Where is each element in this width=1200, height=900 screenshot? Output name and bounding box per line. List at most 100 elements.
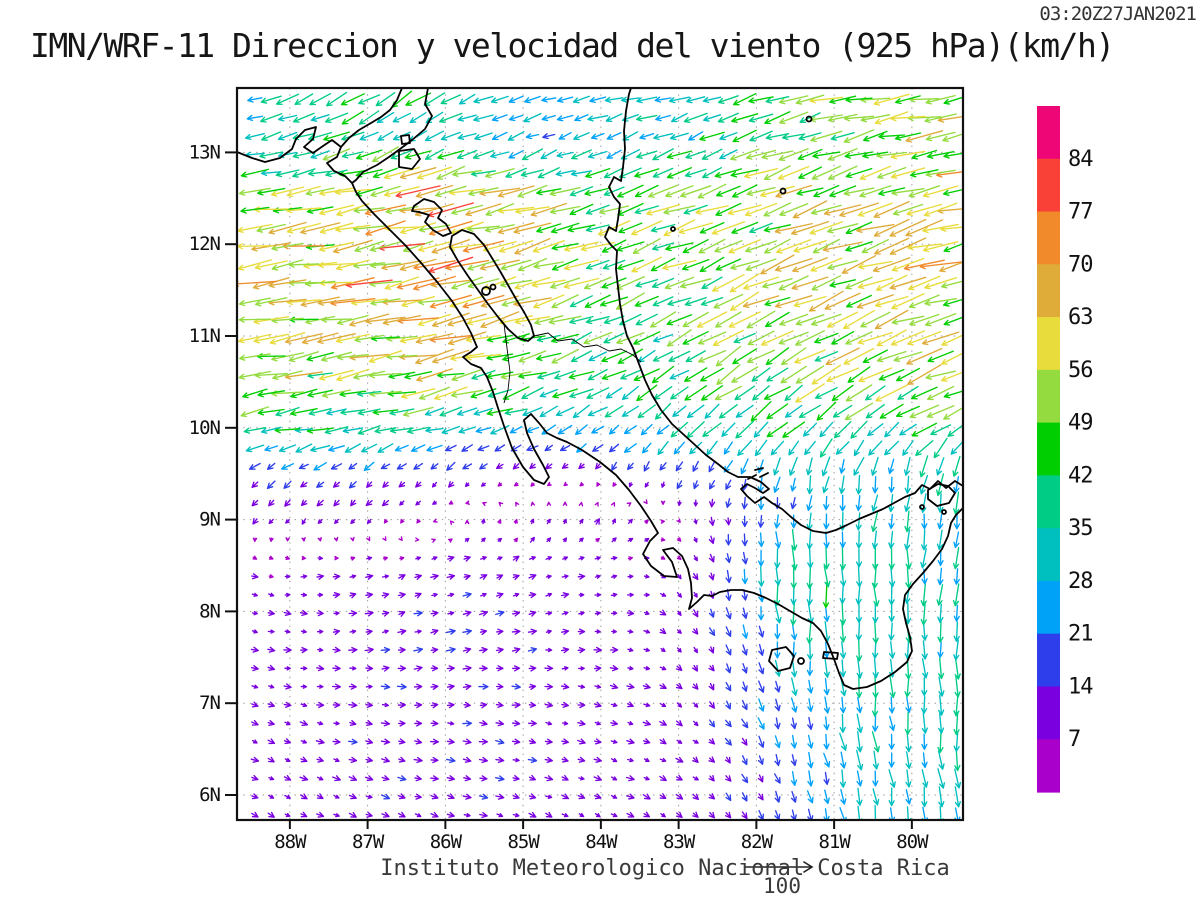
wind-arrow [301, 332, 339, 345]
wind-arrow [735, 420, 755, 439]
wind-arrow [822, 581, 830, 609]
wind-arrow [260, 426, 282, 434]
wind-arrow [268, 684, 275, 689]
wind-arrow [856, 787, 863, 806]
wind-arrow [588, 351, 608, 362]
wind-arrow [745, 258, 777, 272]
wind-arrow [424, 148, 445, 160]
wind-arrow [611, 629, 617, 634]
wind-arrow [795, 314, 825, 326]
wind-arrow [583, 276, 612, 290]
wind-arrow [774, 680, 781, 693]
wind-arrow [431, 556, 438, 561]
wind-arrow [447, 313, 487, 327]
wind-arrow [812, 151, 841, 159]
wind-arrow [617, 184, 644, 198]
wind-arrow [676, 774, 683, 781]
wind-arrow [845, 221, 873, 235]
wind-arrow [792, 200, 828, 219]
wind-arrow [528, 738, 537, 745]
wind-arrow [536, 352, 562, 361]
wind-arrow [251, 499, 259, 507]
wind-arrow [332, 239, 373, 254]
wind-arrow [888, 622, 895, 641]
wind-arrow [508, 95, 524, 104]
wind-arrow [858, 367, 893, 383]
wind-arrow [545, 592, 553, 597]
wind-arrow [267, 609, 275, 617]
wind-arrow [594, 592, 602, 598]
wind-arrow [397, 775, 407, 782]
wind-arrow [791, 276, 829, 290]
wind-arrow [570, 170, 593, 177]
wind-arrow [790, 790, 797, 803]
wind-arrow [806, 512, 813, 531]
wind-arrow [431, 592, 438, 598]
wind-arrow [919, 455, 929, 478]
wind-arrow [846, 294, 872, 308]
wind-arrow [671, 112, 688, 123]
wind-arrow [430, 756, 439, 764]
wind-arrow [741, 515, 748, 528]
wind-arrow [695, 205, 729, 215]
wind-arrow [502, 386, 530, 400]
wind-arrow [708, 682, 715, 691]
wind-arrow [874, 309, 909, 330]
wind-arrow [684, 168, 707, 178]
wind-arrow [448, 500, 454, 505]
wind-arrow [577, 720, 586, 727]
wind-arrow [348, 701, 358, 709]
wind-arrow [685, 350, 706, 363]
wind-arrow [779, 313, 809, 326]
wind-arrow [845, 167, 873, 179]
wind-arrow [284, 812, 291, 818]
wind-arrow [594, 501, 599, 507]
wind-arrow [692, 793, 699, 801]
wind-arrow [811, 313, 842, 326]
colorbar-label: 14 [1068, 674, 1093, 699]
wind-arrow [872, 804, 879, 820]
wind-arrow [300, 481, 308, 488]
wind-arrow [554, 370, 577, 380]
wind-arrow [348, 462, 358, 470]
wind-arrow [572, 404, 590, 419]
wind-arrow [628, 482, 633, 488]
wind-arrow [601, 277, 627, 289]
wind-arrow [925, 169, 956, 178]
wind-arrow [889, 565, 896, 588]
wind-arrow [380, 793, 391, 800]
wind-arrow [752, 385, 770, 401]
wind-arrow [363, 461, 375, 472]
wind-arrow [399, 333, 437, 344]
wind-arrow [857, 277, 893, 290]
wind-arrow [528, 811, 537, 818]
wind-arrow [609, 665, 619, 672]
wind-arrow [666, 150, 693, 160]
wind-arrow [549, 205, 581, 215]
wind-arrow [792, 257, 828, 273]
wind-arrow [479, 665, 488, 672]
wind-arrow [904, 602, 912, 624]
wind-arrow [766, 403, 789, 420]
wind-arrow [693, 499, 698, 507]
x-tick-label: 81W [818, 831, 851, 853]
wind-arrow [675, 756, 684, 763]
wind-arrow [285, 519, 290, 524]
wind-arrow [539, 405, 558, 418]
wind-arrow [546, 501, 552, 507]
wind-arrow [542, 133, 556, 140]
wind-arrow [747, 330, 775, 346]
wind-arrow [862, 151, 889, 159]
wind-arrow [692, 609, 699, 618]
wind-arrow [365, 684, 373, 689]
wind-arrow [462, 720, 473, 727]
wind-arrow [741, 699, 748, 711]
wind-arrow [502, 352, 531, 362]
wind-arrow [340, 93, 365, 106]
wind-arrow [462, 240, 505, 253]
wind-arrow [627, 556, 633, 561]
wind-arrow [497, 185, 535, 198]
wind-arrow [601, 350, 627, 363]
wind-arrow [456, 149, 478, 160]
wind-arrow [666, 314, 693, 326]
